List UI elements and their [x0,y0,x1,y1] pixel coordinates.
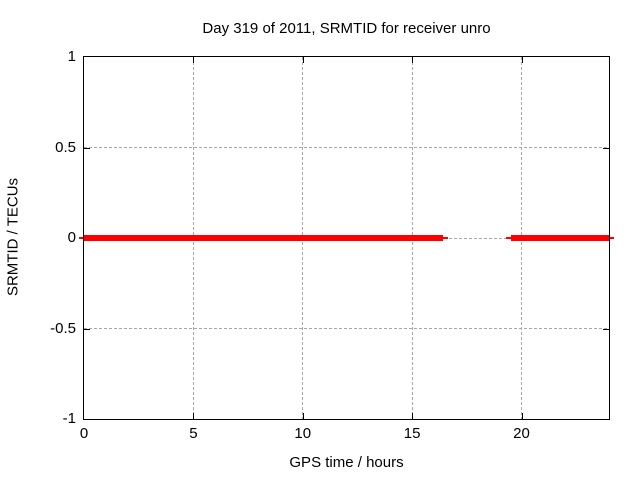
y-tick-right [603,328,609,330]
x-tick-label: 10 [294,425,312,442]
x-tick-label: 0 [79,425,89,442]
data-line-segment [84,235,443,241]
x-tick-top [193,57,195,63]
x-tick-label: 15 [403,425,421,442]
y-gridline [84,147,609,148]
y-tick-label: 0 [67,229,76,246]
x-tick-top [521,57,523,63]
y-tick-label: 0.5 [55,138,76,156]
x-axis-label: GPS time / hours [289,454,404,471]
x-tick-top [302,57,304,63]
x-tick-label: 5 [189,425,198,442]
x-tick-bottom [193,413,195,419]
data-line-segment [510,235,609,241]
y-tick-label: -0.5 [50,319,76,337]
x-tick-bottom [412,413,414,419]
y-gridline [84,328,609,329]
plot-area [79,56,614,420]
y-tick-left [84,147,90,149]
y-tick-left [84,328,90,330]
x-tick-top [412,57,414,63]
y-tick-right [603,147,609,149]
x-tick-bottom [302,413,304,419]
x-tick-label: 20 [513,425,530,442]
y-tick-label: -1 [62,410,76,427]
x-tick-bottom [521,413,523,419]
y-tick-label: 1 [67,48,76,65]
chart-title: Day 319 of 2011, SRMTID for receiver unr… [202,20,491,37]
